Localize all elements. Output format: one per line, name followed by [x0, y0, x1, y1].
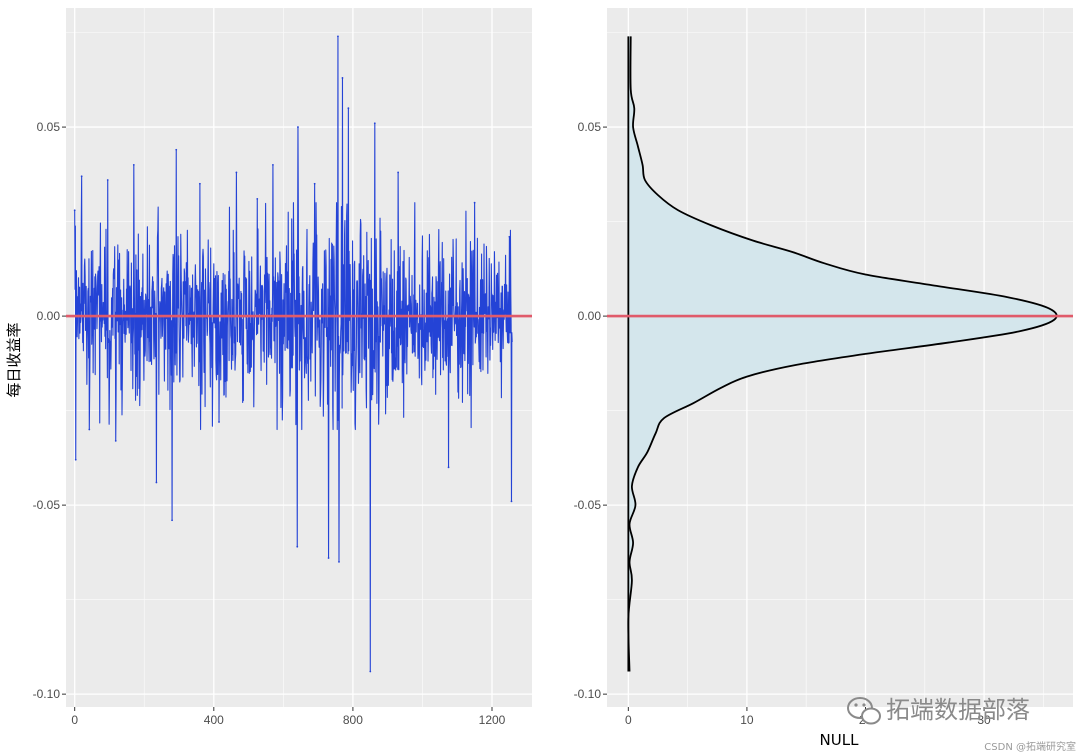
y-tick-label: 0.05 [37, 120, 61, 134]
y-tick-label: -0.10 [574, 687, 602, 701]
density-curve [627, 36, 1058, 672]
returns-extreme-point [473, 201, 476, 204]
x-tick-label: 1200 [479, 713, 506, 727]
returns-extreme-point [297, 126, 299, 128]
y-tick-label: -0.10 [33, 687, 61, 701]
returns-extreme-point [218, 421, 220, 423]
returns-extreme-point [397, 171, 400, 174]
returns-extreme-point [256, 198, 259, 200]
returns-extreme-point [175, 148, 178, 151]
returns-extreme-point [73, 209, 76, 212]
x-tick-label: 400 [204, 713, 224, 727]
wechat-icon [847, 697, 881, 725]
returns-extreme-point [347, 107, 350, 110]
returns-extreme-point [74, 458, 77, 461]
y-tick-label: 0.05 [578, 120, 602, 134]
returns-extreme-point [114, 439, 117, 442]
returns-extreme-point [235, 171, 238, 174]
x-tick-label: 0 [71, 713, 78, 727]
density-chart: 0102030-0.10-0.050.000.05 [574, 8, 1073, 727]
x-tick-label: 0 [625, 713, 632, 727]
returns-extreme-point [373, 122, 376, 125]
returns-extreme-point [369, 670, 372, 673]
returns-extreme-point [508, 235, 511, 238]
watermark-text: 拓端数据部落 [886, 696, 1030, 724]
y-tick-label: -0.05 [574, 498, 602, 512]
returns-extreme-point [198, 182, 201, 185]
returns-extreme-point [313, 182, 316, 185]
returns-extreme-point [447, 466, 450, 469]
returns-extreme-point [171, 519, 173, 522]
returns-extreme-point [296, 545, 299, 548]
returns-extreme-point [88, 428, 91, 431]
credit-text: CSDN @拓端研究室 [984, 740, 1076, 753]
returns-extreme-point [106, 179, 109, 181]
y-tick-label: 0.00 [578, 309, 602, 323]
returns-line-chart: 0 400 800 1200 -0.10 -0.05 0.00 0.05 [33, 8, 532, 727]
y-tick-label: -0.05 [33, 498, 61, 512]
returns-extreme-point [337, 35, 339, 38]
x-tick-label: 30 [977, 713, 991, 727]
y-axis-title: 每日收益率 [5, 322, 23, 397]
x-tick-label: 800 [343, 713, 363, 727]
returns-extreme-point [327, 557, 330, 559]
returns-extreme-point [510, 500, 513, 503]
returns-extreme-point [341, 77, 344, 79]
returns-extreme-point [155, 481, 158, 484]
y-tick-label: 0.00 [37, 309, 61, 323]
watermark: 拓端数据部落 [847, 696, 1030, 725]
returns-extreme-point [132, 163, 135, 166]
x-axis-title: NULL [820, 731, 860, 749]
x-tick-label: 10 [740, 713, 754, 727]
returns-series-line [74, 35, 513, 673]
density-fill-area [628, 36, 1057, 672]
returns-extreme-point [272, 163, 274, 166]
returns-extreme-point [338, 560, 340, 563]
returns-extreme-point [80, 175, 83, 178]
